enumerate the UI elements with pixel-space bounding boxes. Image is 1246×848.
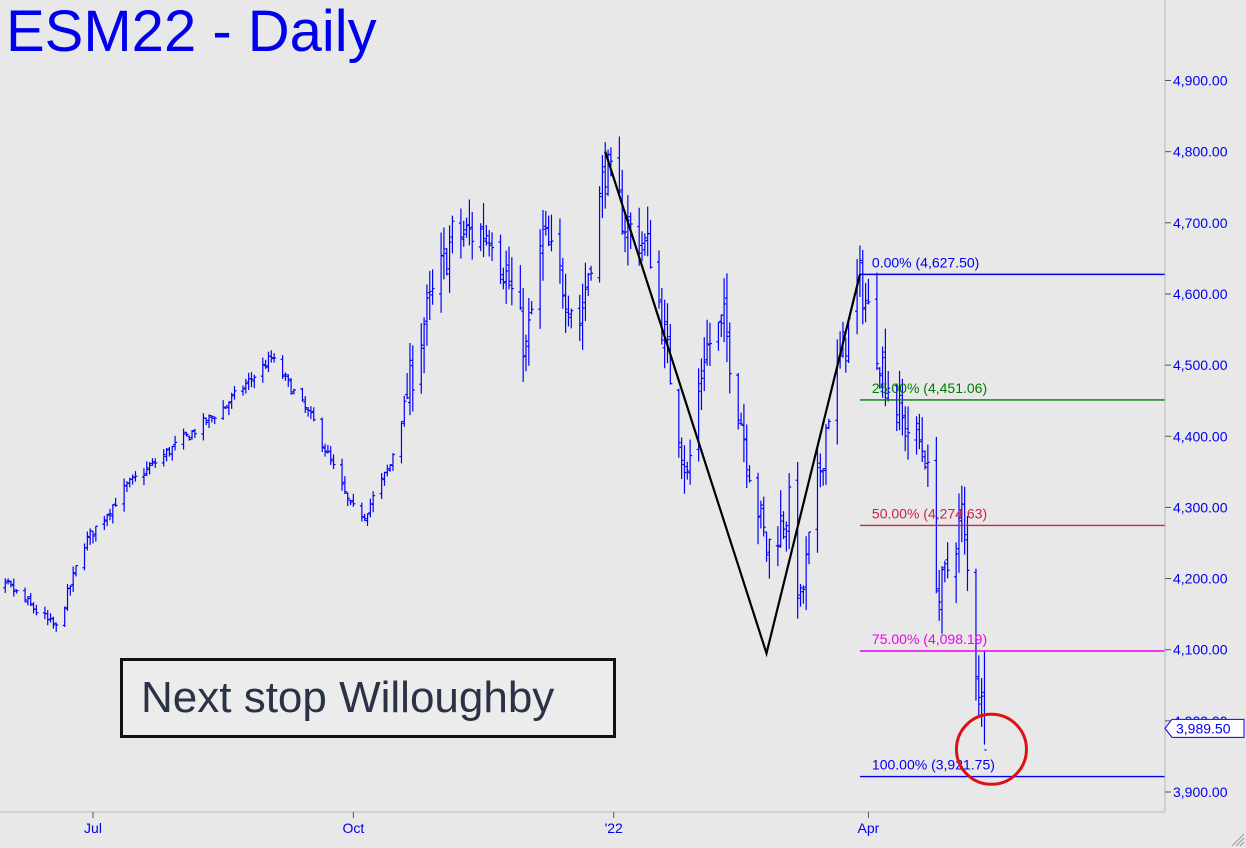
fib-level-label: 75.00% (4,098.19) — [872, 631, 987, 647]
resize-grip-icon[interactable] — [1231, 833, 1245, 847]
fib-level-label: 25.00% (4,451.06) — [872, 380, 987, 396]
y-tick-label: 4,900.00 — [1173, 73, 1228, 89]
time-axis: Jul Oct '22 Apr — [84, 812, 880, 836]
x-tick-label: '22 — [605, 820, 623, 836]
abc-pattern-lines — [604, 151, 861, 658]
y-tick-label: 4,100.00 — [1173, 642, 1228, 658]
y-tick-label: 4,400.00 — [1173, 428, 1228, 444]
y-tick-label: 4,500.00 — [1173, 357, 1228, 373]
y-tick-label: 4,300.00 — [1173, 499, 1228, 515]
target-circle-shape — [954, 712, 1028, 786]
fib-level-label: 0.00% (4,627.50) — [872, 254, 979, 270]
target-circle — [954, 712, 1028, 786]
chart-title: ESM22 - Daily — [6, 0, 377, 64]
y-tick-label: 3,900.00 — [1173, 784, 1228, 800]
last-price-label: 3,989.50 — [1176, 720, 1231, 736]
last-price-box — [1164, 718, 1245, 738]
y-tick-label: 4,700.00 — [1173, 215, 1228, 231]
x-tick-label: Jul — [84, 820, 102, 836]
annotation-text: Next stop Willoughby — [141, 673, 555, 722]
x-tick-label: Apr — [858, 820, 880, 836]
y-tick-label: 4,600.00 — [1173, 286, 1228, 302]
annotation-box: Next stop Willoughby — [120, 658, 616, 738]
y-tick-label: 4,200.00 — [1173, 571, 1228, 587]
ohlc-bars — [3, 136, 987, 751]
y-tick-label: 4,800.00 — [1173, 144, 1228, 160]
fib-level-label: 50.00% (4,274.63) — [872, 505, 987, 521]
x-tick-label: Oct — [342, 820, 364, 836]
price-axis: 3,900.004,000.004,100.004,200.004,300.00… — [1165, 73, 1228, 800]
fib-retracement-lines: 0.00% (4,627.50) 25.00% (4,451.06) 50.00% … — [859, 254, 1165, 778]
fib-level-label: 100.00% (3,921.75) — [872, 757, 995, 773]
pattern-line — [604, 151, 861, 658]
last-price-tag: 3,989.50 — [1164, 718, 1245, 738]
